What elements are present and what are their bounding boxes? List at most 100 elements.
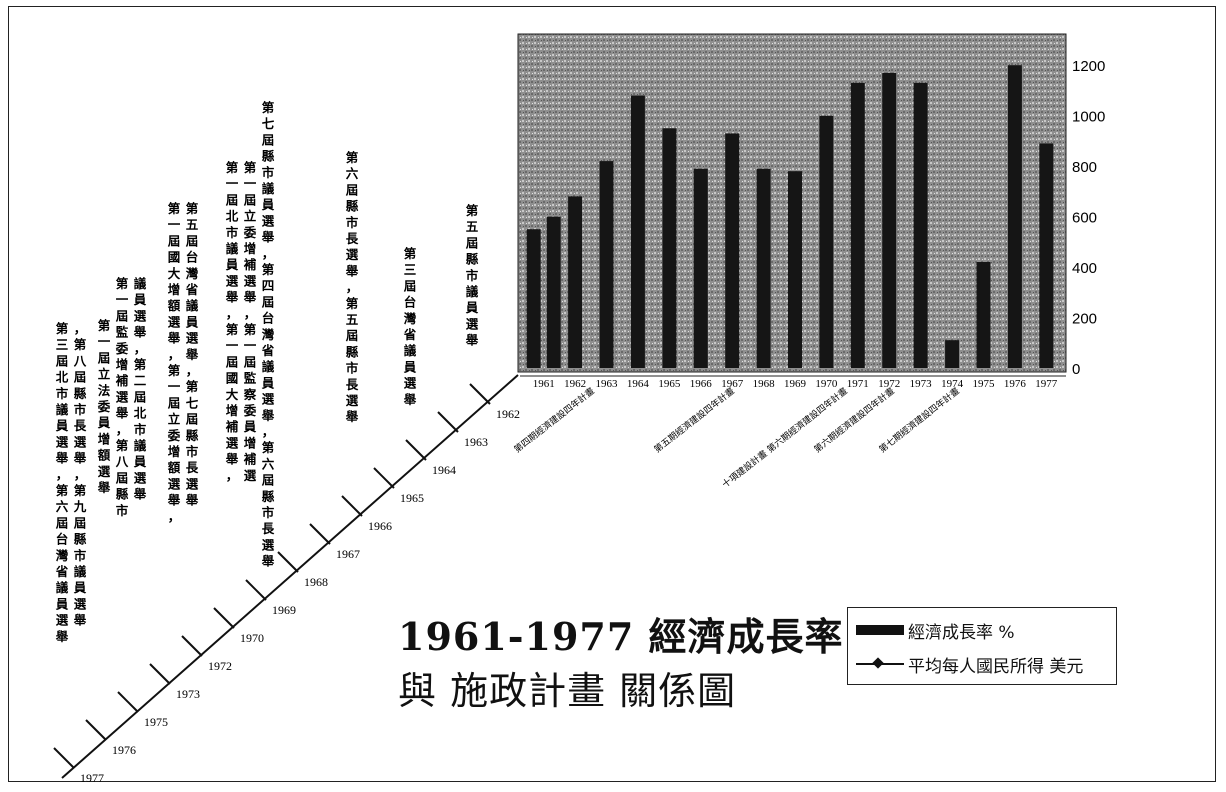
event-char: 員: [185, 314, 199, 329]
event-char: 國: [168, 250, 181, 265]
event-char: 長: [346, 377, 359, 392]
event-char: 台: [186, 250, 199, 265]
event-char: 舉: [345, 409, 359, 424]
event-char: 七: [186, 395, 199, 410]
event-char: 長: [186, 460, 199, 475]
event-char: 屆: [116, 308, 129, 323]
event-char: 六: [262, 456, 275, 471]
event-char: 一: [226, 338, 239, 353]
x-tick-label: 1972: [878, 378, 900, 390]
event-char: 員: [97, 415, 111, 430]
event-char: 舉: [261, 230, 275, 245]
event-char: ，: [168, 509, 181, 524]
event-char: 六: [56, 499, 69, 514]
event-char: 舉: [261, 408, 275, 423]
event-char: 市: [74, 402, 87, 417]
event-char: 選: [116, 389, 129, 404]
event-char: 屆: [74, 370, 87, 385]
legend-item-line: 平均每人國民所得 美元: [856, 652, 1083, 677]
event-char: 灣: [186, 266, 199, 281]
event-char: 屆: [244, 192, 257, 207]
timeline-year-label: 1962: [496, 407, 520, 421]
event-char: 員: [133, 454, 147, 469]
event-char: 舉: [345, 263, 359, 278]
event-char: 察: [244, 387, 257, 402]
event-char: 委: [243, 403, 257, 418]
event-char: 第: [98, 318, 111, 333]
event-char: 選: [74, 434, 87, 449]
event-char: 第: [56, 321, 69, 336]
event-char: 舉: [403, 392, 417, 407]
event-char: 第: [134, 357, 147, 372]
x-tick-label: 1964: [627, 378, 650, 390]
event-char: 市: [74, 548, 87, 563]
event-char: 員: [225, 257, 239, 272]
event-char: 第: [56, 483, 69, 498]
event-char: ，: [186, 363, 199, 378]
y-tick-label: 600: [1072, 210, 1097, 227]
y-tick-label: 400: [1072, 260, 1097, 277]
event-char: 第: [262, 440, 275, 455]
plan-label: 第四期經濟建設四年計畫: [511, 385, 596, 455]
y-tick-label: 200: [1072, 311, 1097, 328]
legend-item-bar: 經濟成長率 %: [856, 618, 1015, 643]
event-char: 立: [98, 367, 111, 382]
event-char: 委: [167, 428, 181, 443]
event-char: 選: [186, 331, 199, 346]
event-char: 補: [243, 452, 257, 467]
event-char: 省: [403, 327, 417, 342]
event-char: 第: [346, 296, 359, 311]
event-char: 選: [134, 308, 147, 323]
event-char: ，: [262, 246, 275, 261]
timeline-tick: [277, 551, 299, 573]
y-tick-label: 1000: [1072, 109, 1105, 126]
event-char: 員: [243, 419, 257, 434]
event-char: 選: [244, 468, 257, 483]
event-char: 增: [116, 357, 129, 372]
x-tick-label: 1974: [941, 378, 964, 390]
event-char: ，: [262, 424, 275, 439]
event-char: 舉: [167, 493, 181, 508]
event-char: 員: [55, 418, 69, 433]
bar-1971: [850, 82, 865, 369]
event-char: 第: [186, 201, 199, 216]
event-char: 五: [186, 217, 199, 232]
event-char: 第: [226, 322, 239, 337]
event-char: ，: [116, 422, 129, 437]
event-char: 員: [403, 359, 417, 374]
bar-1974: [945, 340, 960, 368]
timeline-axis: [61, 374, 519, 779]
event-char: 屆: [226, 354, 239, 369]
event-char: 省: [261, 343, 275, 358]
event-char: 增: [168, 444, 181, 459]
bar-1968: [756, 168, 771, 368]
event-char: 大: [226, 387, 239, 402]
event-char: 選: [466, 316, 479, 331]
event-char: 屆: [346, 328, 359, 343]
event-char: 第: [262, 100, 275, 115]
event-char: 縣: [186, 428, 199, 443]
timeline-year-label: 1967: [336, 547, 360, 561]
bar-1962: [568, 196, 583, 368]
event-char: 選: [74, 596, 87, 611]
event-char: 增: [98, 431, 111, 446]
x-tick-label: 1970: [815, 378, 838, 390]
event-char: 舉: [185, 493, 199, 508]
event-char: 舉: [225, 452, 239, 467]
event-char: 屆: [404, 278, 417, 293]
x-tick-label: 1968: [753, 378, 776, 390]
event-char: 增: [244, 435, 257, 450]
event-char: 一: [168, 217, 181, 232]
event-char: 灣: [262, 327, 275, 342]
x-tick-label: 1971: [847, 378, 869, 390]
event-char: 第: [168, 201, 181, 216]
event-char: 屆: [98, 350, 111, 365]
event-char: 第: [226, 160, 239, 175]
event-char: 舉: [465, 333, 479, 348]
event-char: 二: [134, 373, 147, 388]
timeline-year-label: 1969: [272, 603, 296, 617]
